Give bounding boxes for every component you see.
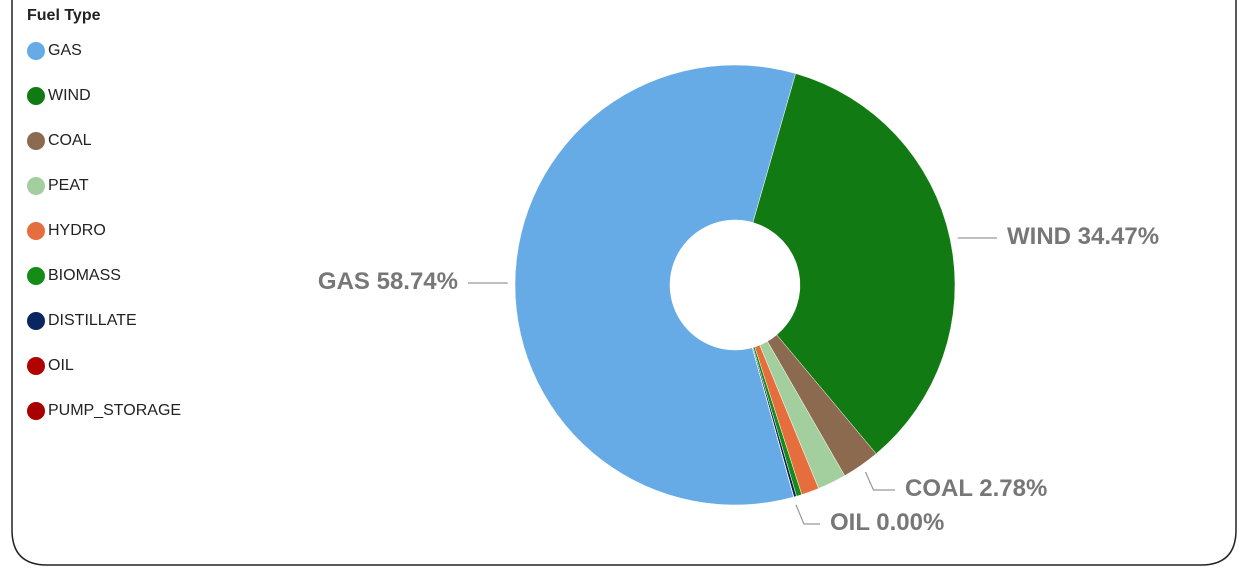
legend-swatch: [27, 87, 45, 105]
legend-swatch: [27, 267, 45, 285]
legend-label: PEAT: [48, 177, 89, 194]
data-label-category: OIL: [830, 509, 870, 536]
legend-label: COAL: [48, 132, 92, 149]
leader-line: [468, 282, 508, 284]
slice: [514, 64, 796, 506]
legend-swatch: [27, 357, 45, 375]
slice: [752, 347, 795, 498]
card-border: [11, 0, 1237, 566]
legend-label: HYDRO: [48, 222, 106, 239]
legend-label: PUMP_STORAGE: [48, 402, 181, 419]
data-label-category: GAS: [318, 268, 370, 295]
data-label: WIND 34.47%: [1007, 223, 1159, 250]
legend-label: GAS: [48, 42, 82, 59]
legend-label: WIND: [48, 87, 91, 104]
data-label: OIL 0.00%: [830, 509, 944, 536]
data-label-value: 58.74%: [377, 268, 458, 295]
legend-label: BIOMASS: [48, 267, 121, 284]
data-label-value: 0.00%: [876, 509, 944, 536]
data-label-category: WIND: [1007, 223, 1071, 250]
legend-swatch: [27, 132, 45, 150]
data-label: COAL 2.78%: [905, 475, 1047, 502]
legend-swatch: [27, 177, 45, 195]
slice: [752, 73, 956, 455]
legend-label: OIL: [48, 357, 74, 374]
data-label-value: 34.47%: [1078, 223, 1159, 250]
legend-swatch: [27, 312, 45, 330]
legend-label: DISTILLATE: [48, 312, 137, 329]
legend-title: Fuel Type: [27, 7, 101, 24]
data-label: GAS 58.74%: [318, 268, 458, 295]
data-label-category: COAL: [905, 475, 973, 502]
data-label-value: 2.78%: [979, 475, 1047, 502]
legend-swatch: [27, 42, 45, 60]
legend-swatch: [27, 402, 45, 420]
leader-line: [795, 504, 820, 525]
leader-line: [864, 471, 895, 491]
legend-swatch: [27, 222, 45, 240]
